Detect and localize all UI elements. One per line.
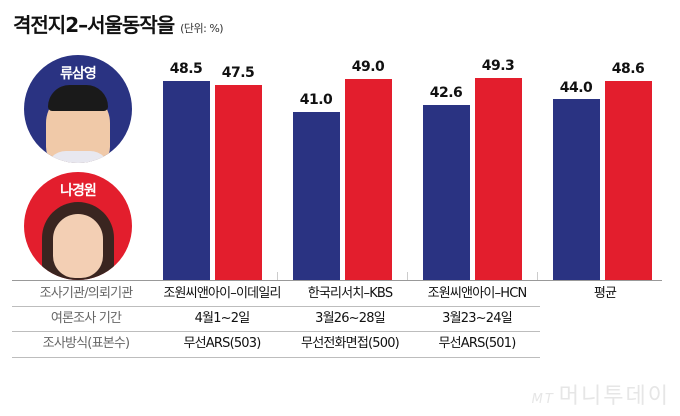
org-cell: 조원씨앤아이–이데일리 [163, 286, 281, 301]
value-label: 47.5 [221, 65, 255, 81]
bar-na-1 [345, 79, 392, 280]
method-cell: 무선ARS(501) [438, 336, 516, 351]
period-cell: 3월26~28일 [315, 311, 386, 326]
period-cell: 4월1~2일 [194, 311, 251, 326]
value-label: 49.0 [351, 59, 385, 75]
bar-na-0 [215, 85, 262, 280]
bar-na-3 [605, 81, 652, 280]
org-cell: 한국리서치–KBS [307, 286, 393, 301]
unit-label: (단위: %) [180, 22, 224, 35]
row-label-org: 조사기관/의뢰기관 [39, 286, 134, 301]
bar-ryu-0 [163, 81, 210, 280]
group-divider [277, 272, 278, 280]
bar-ryu-2 [423, 105, 470, 280]
bar-na-2 [475, 78, 522, 280]
method-cell: 무선ARS(503) [183, 336, 261, 351]
group-divider [537, 272, 538, 280]
title-text: 격전지2–서울동작을 [13, 13, 175, 37]
bar-ryu-1 [293, 112, 340, 280]
row-divider [12, 357, 540, 358]
org-cell: 조원씨앤아이–HCN [427, 286, 528, 301]
chart-title: 격전지2–서울동작을 (단위: %) [13, 9, 224, 38]
baseline [12, 280, 662, 281]
portrait-hair [48, 85, 108, 111]
row-label-method: 조사방식(표본수) [42, 336, 130, 351]
value-label: 44.0 [559, 80, 593, 96]
value-label: 42.6 [429, 85, 463, 101]
group-divider [407, 272, 408, 280]
bar-ryu-3 [553, 99, 600, 280]
row-divider [12, 306, 540, 307]
candidate-name: 나경원 [60, 183, 97, 199]
portrait-suit [46, 151, 110, 163]
candidate-avatar-na: 나경원 [24, 172, 132, 280]
portrait-female [53, 214, 103, 278]
value-label: 49.3 [481, 58, 515, 74]
row-divider [12, 331, 540, 332]
value-label: 41.0 [299, 92, 333, 108]
period-cell: 3월23~24일 [442, 311, 513, 326]
org-cell: 평균 [593, 286, 617, 301]
watermark: MT 머니투데이 [532, 378, 670, 410]
watermark-text: 머니투데이 [558, 384, 670, 409]
method-cell: 무선전화면접(500) [301, 336, 400, 351]
watermark-logo: MT [531, 392, 555, 407]
value-label: 48.5 [169, 61, 203, 77]
candidate-avatar-ryu: 류삼영 [24, 55, 132, 163]
candidate-name: 류삼영 [60, 66, 97, 82]
value-label: 48.6 [611, 61, 645, 77]
row-label-period: 여론조사 기간 [50, 311, 122, 326]
